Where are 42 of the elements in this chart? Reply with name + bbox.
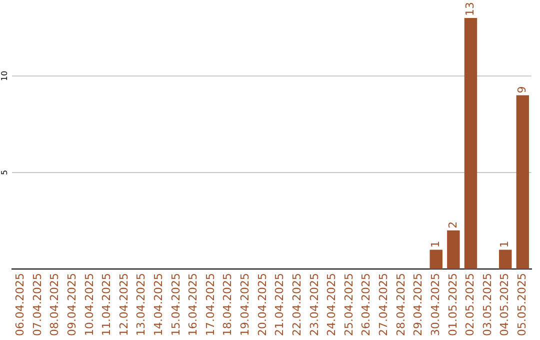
x-tick-label: 27.04.2025 <box>377 273 390 336</box>
x-tick-label: 04.05.2025 <box>498 273 512 336</box>
x-tick-label: 13.04.2025 <box>134 273 148 336</box>
x-tick-label: 22.04.2025 <box>290 273 304 336</box>
x-tick-label: 21.04.2025 <box>273 273 286 336</box>
x-tick-label: 12.04.2025 <box>117 273 130 336</box>
x-tick-label: 19.04.2025 <box>238 273 252 336</box>
x-tick-label: 01.05.2025 <box>446 273 460 336</box>
x-tick-label: 11.04.2025 <box>100 273 114 336</box>
data-label: 9 <box>516 86 529 94</box>
x-tick-label: 17.04.2025 <box>204 273 217 336</box>
x-tick-label: 05.05.2025 <box>516 273 529 336</box>
x-tick-label: 10.04.2025 <box>82 273 96 336</box>
data-label: 13 <box>464 2 477 16</box>
x-tick-label: 08.04.2025 <box>48 273 62 336</box>
x-tick-label: 20.04.2025 <box>256 273 269 336</box>
y-tick-label: 10 <box>0 70 10 82</box>
data-label: 1 <box>498 240 512 248</box>
x-tick-label: 24.04.2025 <box>325 273 338 336</box>
x-tick-label: 28.04.2025 <box>394 273 408 336</box>
data-label: 2 <box>446 221 460 228</box>
x-tick-label: 03.05.2025 <box>480 273 494 336</box>
x-tick-label: 15.04.2025 <box>169 273 182 336</box>
x-tick-label: 07.04.2025 <box>30 273 44 336</box>
x-tick-label: 14.04.2025 <box>152 273 165 336</box>
x-tick-label: 18.04.2025 <box>221 273 234 336</box>
x-tick-label: 26.04.2025 <box>360 273 373 336</box>
data-label: 1 <box>428 240 442 248</box>
bar <box>464 18 478 270</box>
y-tick-label: 5 <box>0 170 10 176</box>
bar <box>447 230 460 270</box>
x-tick-label: 29.04.2025 <box>412 273 425 336</box>
x-tick-label: 16.04.2025 <box>186 273 200 336</box>
x-tick-label: 06.04.2025 <box>14 273 27 336</box>
bar <box>430 250 442 270</box>
x-tick-label: 02.05.2025 <box>464 273 477 336</box>
x-tick-label: 25.04.2025 <box>342 273 356 336</box>
x-tick-label: 30.04.2025 <box>428 273 442 336</box>
x-tick-label: 23.04.2025 <box>308 273 321 336</box>
bar <box>516 95 530 270</box>
bar <box>498 250 512 270</box>
x-tick-label: 09.04.2025 <box>65 273 78 336</box>
